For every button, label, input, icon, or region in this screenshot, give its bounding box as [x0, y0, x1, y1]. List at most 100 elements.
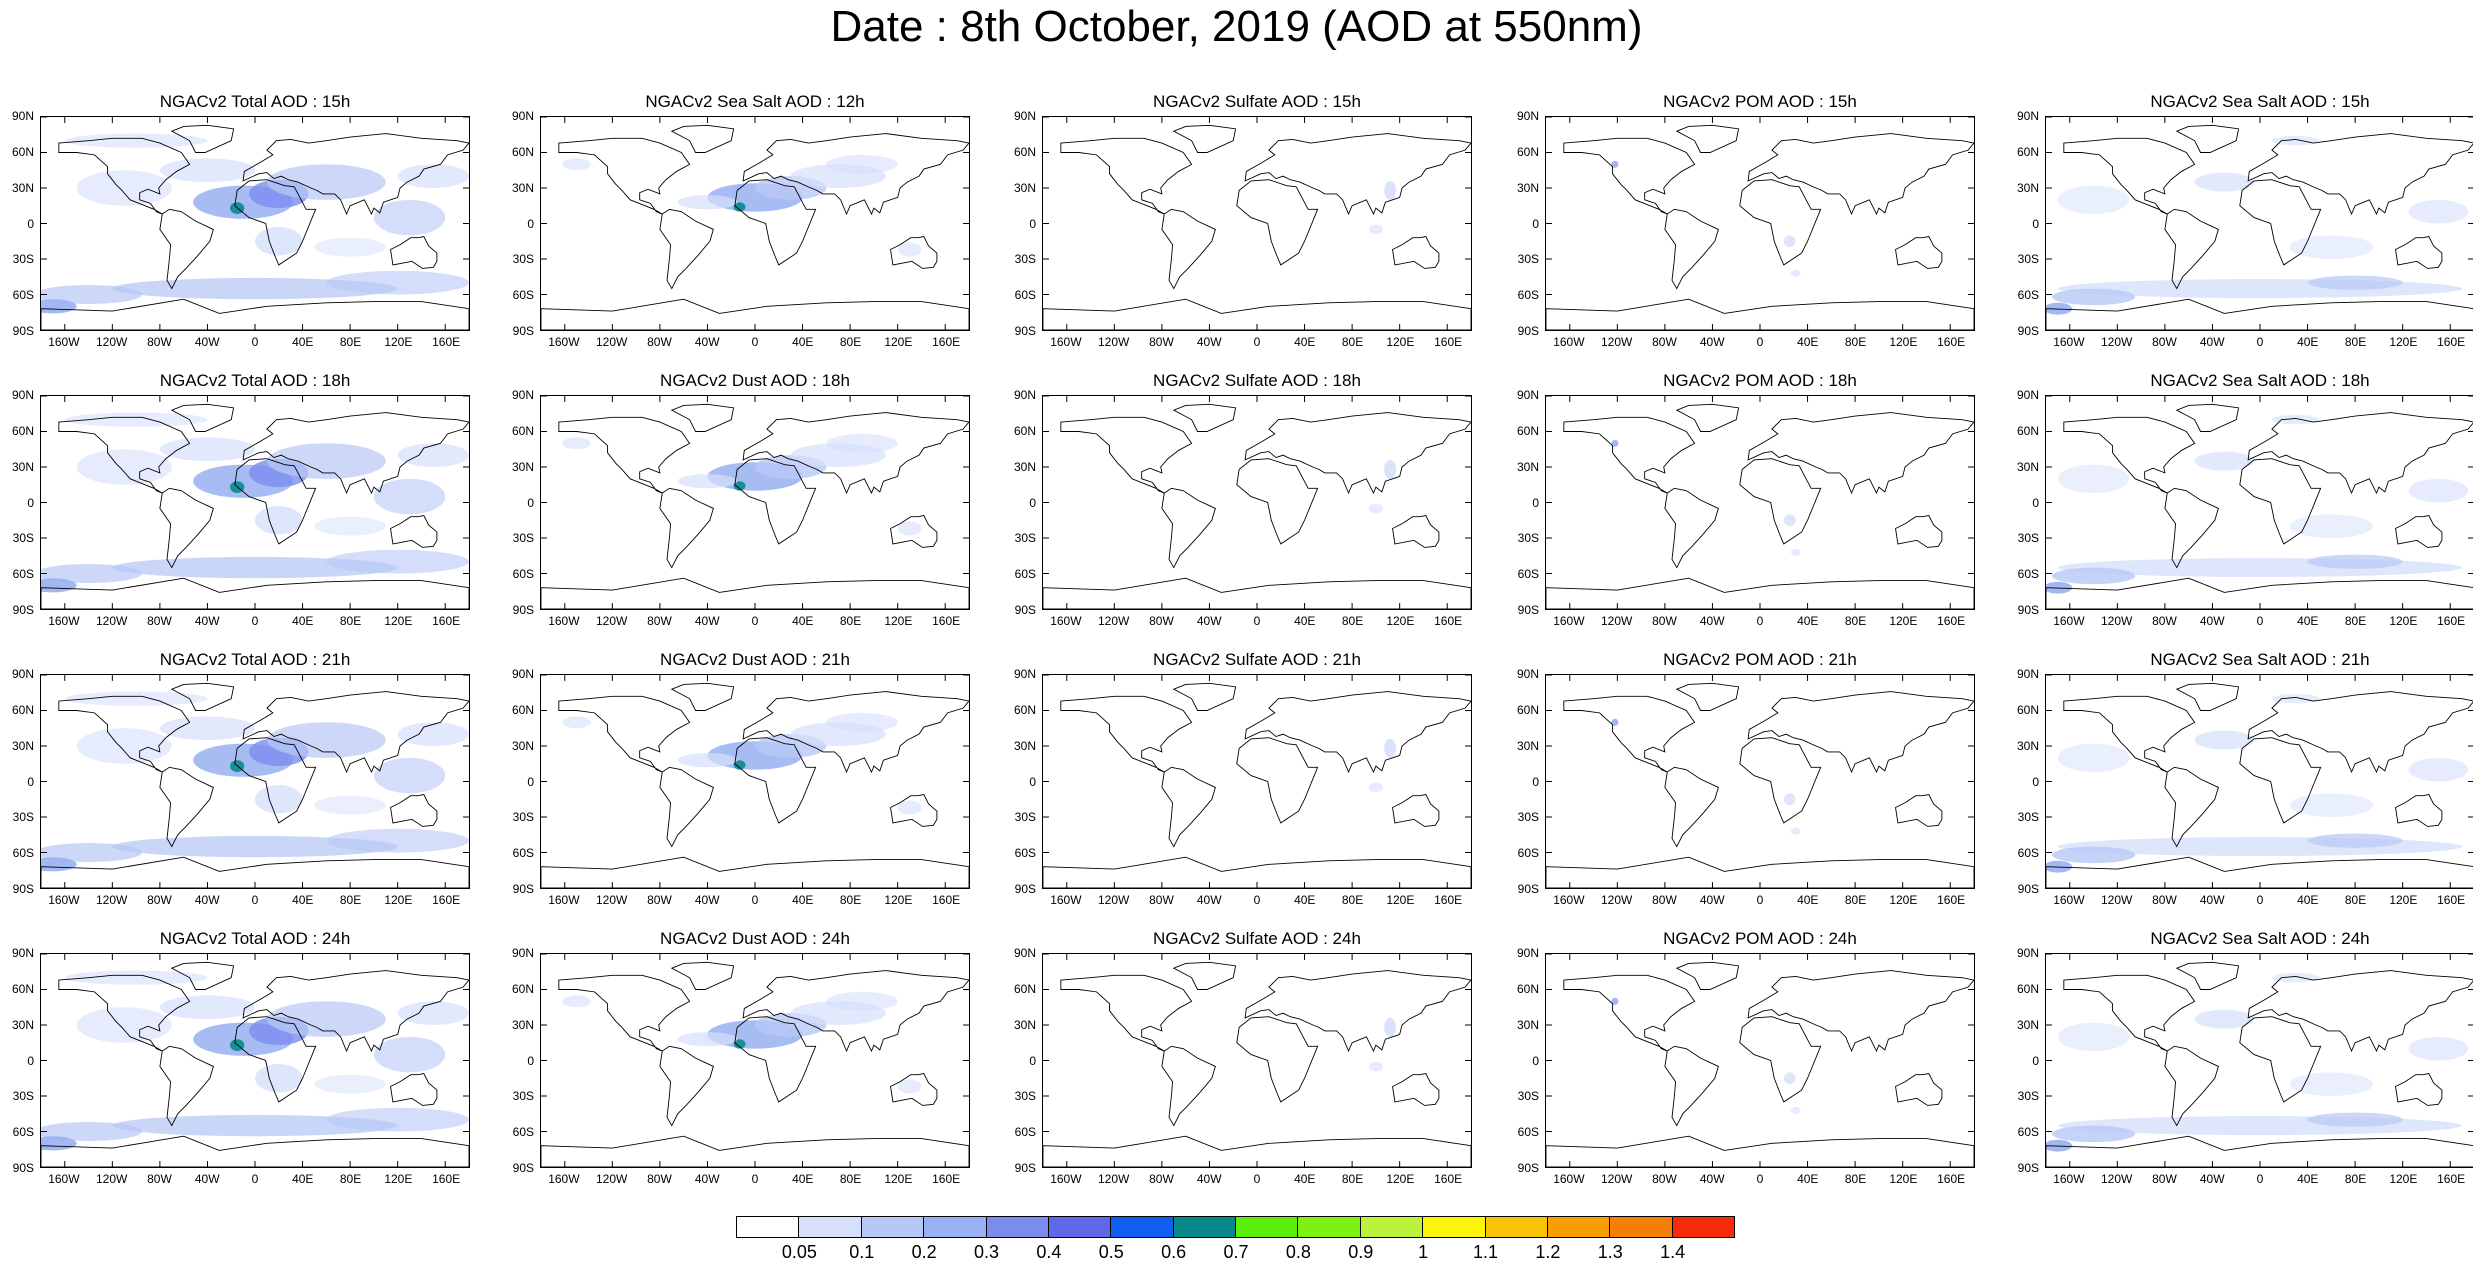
coastline [1739, 179, 1822, 266]
lon-label: 160E [932, 335, 961, 349]
aerosol-patch [2051, 288, 2136, 306]
lon-label: 40W [694, 614, 720, 628]
aerosol-patch [2307, 554, 2403, 569]
coastline [1392, 236, 1440, 269]
coastline [890, 794, 938, 827]
coastline [1747, 691, 1974, 774]
coastline [1563, 695, 1696, 773]
lat-label: 90N [11, 946, 34, 960]
lon-label: 40W [2199, 614, 2225, 628]
coastline [58, 416, 191, 494]
map-panel: NGACv2 Total AOD : 21h 90N 60N 30N 0 30S 60S 90… [0, 650, 500, 920]
lon-label: 160E [432, 614, 461, 628]
lon-label: 120E [2389, 335, 2418, 349]
lon-label: 0 [1756, 335, 1764, 349]
lat-label: 90S [1014, 1161, 1036, 1175]
coastline [41, 1135, 469, 1167]
aerosol-patch [112, 835, 398, 858]
lon-label: 40E [792, 614, 814, 628]
lat-label: 30S [1517, 531, 1539, 546]
coastline [242, 133, 469, 216]
lon-label: 120W [95, 335, 128, 349]
coastline [670, 124, 735, 153]
lon-label: 80E [839, 893, 862, 907]
lon-label: 120W [595, 1172, 628, 1186]
world-map [40, 116, 470, 331]
aerosol-patch [397, 443, 469, 467]
lat-label: 90N [1013, 667, 1036, 681]
coastline [2247, 412, 2473, 495]
world-map [1545, 953, 1975, 1168]
lat-label: 60N [2016, 981, 2039, 996]
coastline [1546, 856, 1974, 888]
aerosol-patch [2289, 235, 2373, 259]
lat-label: 60N [11, 423, 34, 438]
lat-label: 90N [11, 667, 34, 681]
colorbar-label: 0.7 [1223, 1242, 1249, 1262]
lon-label: 40E [792, 893, 814, 907]
lon-label: 40W [2199, 893, 2225, 907]
map-panel: NGACv2 POM AOD : 15h 90N 60N 30N 0 30S 60S 90S 1… [1505, 92, 2005, 362]
coastline [2046, 577, 2473, 609]
lon-label: 120W [95, 893, 128, 907]
aerosol-patch [76, 1007, 172, 1043]
lon-label: 120E [2389, 1172, 2418, 1186]
coastline [1392, 515, 1440, 548]
lat-label: 60N [1013, 144, 1036, 159]
world-map [540, 395, 970, 610]
lat-label: 60S [2017, 288, 2039, 303]
colorbar-swatch [736, 1216, 800, 1238]
lon-label: 160E [1434, 614, 1463, 628]
lat-label: 90N [1516, 946, 1539, 960]
lon-label: 80E [1844, 893, 1867, 907]
lon-label: 40E [1797, 893, 1819, 907]
aerosol-patch [677, 195, 738, 210]
coastline [2239, 458, 2322, 545]
lon-label: 80W [1652, 614, 1677, 628]
coastline [1172, 961, 1237, 990]
coastline [2164, 208, 2219, 290]
aerosol-patch [76, 449, 172, 485]
lon-label: 40E [1294, 614, 1316, 628]
lat-label: 0 [27, 1053, 34, 1068]
coastline [41, 856, 469, 888]
coastline [170, 403, 235, 432]
lon-label: 80E [839, 614, 862, 628]
lon-label: 160W [1050, 1172, 1082, 1186]
coastline [2063, 416, 2196, 494]
coastline [1172, 403, 1237, 432]
coastline [734, 458, 817, 545]
lon-label: 160W [48, 335, 80, 349]
lat-label: 90S [12, 1161, 34, 1175]
colorbar-swatch [1422, 1216, 1486, 1238]
colorbar-label: 0.9 [1348, 1242, 1374, 1262]
lon-label: 120W [1600, 614, 1633, 628]
lat-label: 60S [1014, 846, 1036, 861]
lon-label: 120W [2100, 893, 2133, 907]
lon-label: 120E [2389, 893, 2418, 907]
coastline [58, 137, 191, 215]
lon-label: 160W [1050, 893, 1082, 907]
panel-title: NGACv2 Sea Salt AOD : 21h [2150, 650, 2370, 669]
aerosol-patch [2271, 972, 2320, 983]
map-panel: NGACv2 POM AOD : 18h 90N 60N 30N 0 30S 60S 90S 1… [1505, 371, 2005, 641]
map-panel: NGACv2 Sulfate AOD : 24h 90N 60N 30N 0 30S 60S… [1002, 929, 1502, 1199]
lon-label: 120E [384, 1172, 413, 1186]
aerosol-patch [314, 1074, 386, 1094]
lon-label: 120E [1889, 614, 1918, 628]
panel-title: NGACv2 Sulfate AOD : 21h [1153, 650, 1361, 669]
coastline [390, 1073, 438, 1106]
map-panel: NGACv2 Sea Salt AOD : 12h 90N 60N 30N 0 30S 60… [500, 92, 1000, 362]
lon-label: 160W [48, 614, 80, 628]
lat-label: 30N [1516, 738, 1539, 753]
aerosol-patch [2408, 757, 2469, 782]
aerosol-patch [326, 828, 469, 853]
lon-label: 40E [2297, 893, 2319, 907]
aerosol-patch [1368, 503, 1384, 514]
lat-label: 30S [2017, 1089, 2039, 1104]
lon-label: 40W [1699, 893, 1725, 907]
lon-label: 40W [2199, 335, 2225, 349]
aerosol-patch [2194, 451, 2255, 471]
panel-title: NGACv2 Dust AOD : 21h [660, 650, 850, 669]
lon-label: 80E [1341, 1172, 1364, 1186]
